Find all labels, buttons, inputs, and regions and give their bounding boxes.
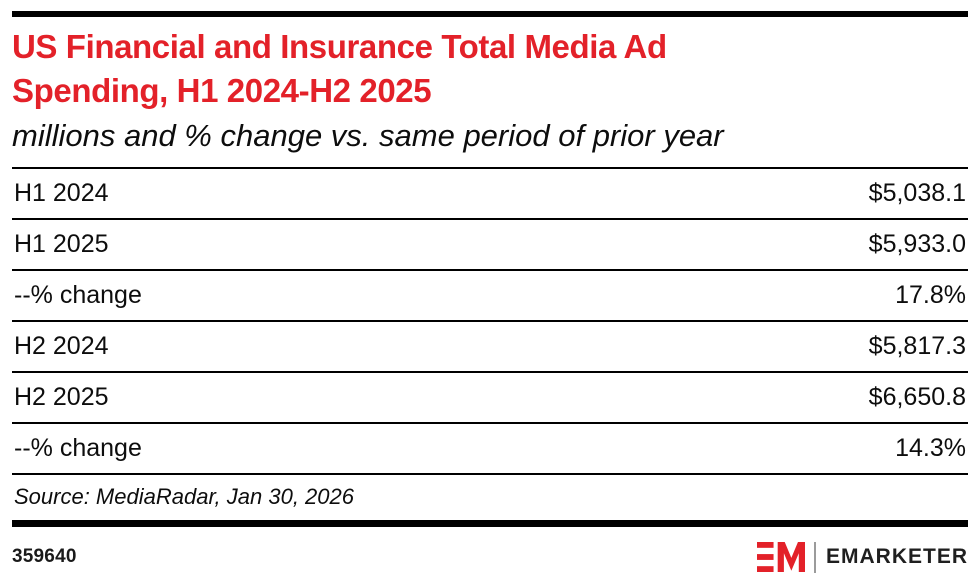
- row-label: --% change: [14, 434, 142, 462]
- row-value: 17.8%: [895, 281, 966, 309]
- row-label: H1 2024: [14, 179, 109, 207]
- row-label: --% change: [14, 281, 142, 309]
- chart-subtitle: millions and % change vs. same period of…: [12, 118, 724, 153]
- row-value: $6,650.8: [868, 383, 966, 411]
- emarketer-wordmark: EMARKETER: [825, 545, 968, 568]
- chart-card: US Financial and Insurance Total Media A…: [0, 11, 980, 573]
- em-logo-icon: [756, 542, 805, 572]
- row-value: $5,038.1: [868, 179, 966, 207]
- chart-id: 359640: [12, 546, 77, 567]
- row-label: H2 2024: [14, 332, 109, 360]
- logo-divider: [813, 541, 816, 573]
- bottom-rule: [12, 520, 968, 527]
- footer: 359640 EMARKETER: [12, 540, 968, 574]
- row-label: H2 2025: [14, 383, 109, 411]
- top-rule: [12, 11, 968, 17]
- row-value: $5,817.3: [868, 332, 966, 360]
- chart-title-line2: Spending, H1 2024-H2 2025: [12, 72, 432, 109]
- data-table: H1 2024 $5,038.1 H1 2025 $5,933.0 --% ch…: [12, 167, 968, 475]
- table-row: --% change 14.3%: [12, 423, 968, 474]
- source-note: Source: MediaRadar, Jan 30, 2026: [14, 484, 355, 509]
- table-row: --% change 17.8%: [12, 270, 968, 321]
- table-row: H2 2024 $5,817.3: [12, 321, 968, 372]
- table-row: H2 2025 $6,650.8: [12, 372, 968, 423]
- row-label: H1 2025: [14, 230, 109, 258]
- row-value: $5,933.0: [868, 230, 966, 258]
- chart-title-line1: US Financial and Insurance Total Media A…: [12, 28, 667, 65]
- row-value: 14.3%: [895, 434, 966, 462]
- table-row: H1 2025 $5,933.0: [12, 219, 968, 270]
- chart-title: US Financial and Insurance Total Media A…: [12, 25, 968, 113]
- emarketer-logo: EMARKETER: [756, 541, 968, 573]
- table-row: H1 2024 $5,038.1: [12, 168, 968, 219]
